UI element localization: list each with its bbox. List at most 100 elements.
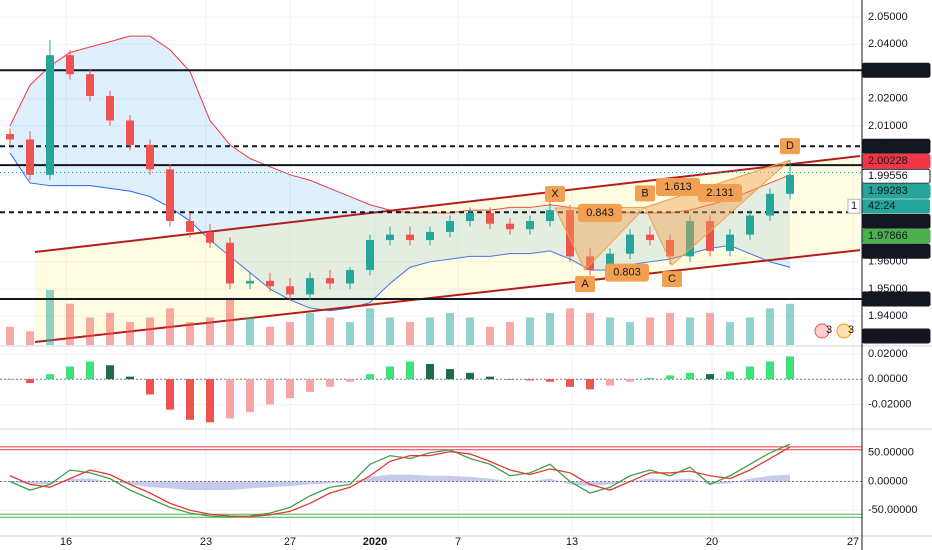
badge-box	[847, 198, 861, 214]
volume-bar	[666, 312, 674, 345]
price-tag-label: 1.99283	[868, 185, 908, 197]
pattern-leg	[644, 159, 791, 266]
event-icon	[814, 323, 830, 339]
volume-bar	[126, 322, 134, 345]
volume-bar	[286, 322, 294, 345]
candle-body	[426, 231, 434, 241]
candle-body	[686, 221, 694, 257]
ratio-label: 1.613	[664, 181, 692, 193]
macd-bar	[166, 379, 174, 410]
candle-body	[66, 55, 74, 75]
macd-bar	[526, 379, 534, 381]
candle-body	[306, 278, 314, 295]
event-icon	[836, 323, 852, 339]
volume-bar	[26, 331, 34, 345]
macd-bar	[386, 366, 394, 380]
candle-body	[206, 231, 214, 243]
oscillator-line	[9, 446, 791, 518]
candle-body	[406, 234, 414, 241]
y-tick-label: 1.94000	[868, 310, 908, 322]
channel-fill	[35, 156, 860, 343]
macd-bar	[326, 379, 334, 387]
macd-bar	[746, 366, 754, 380]
pattern-label-box	[780, 138, 800, 155]
candle-body	[586, 256, 594, 270]
pattern-label: A	[581, 278, 589, 290]
price-tag-label: 2.00251	[868, 140, 908, 152]
macd-bar	[286, 379, 294, 399]
x-tick-label: 2020	[363, 536, 387, 548]
volume-bar	[566, 308, 574, 345]
candle-body	[766, 193, 774, 216]
event-label: 3	[848, 324, 854, 336]
candle-body	[666, 240, 674, 257]
volume-bar	[86, 317, 94, 345]
volume-bar	[366, 308, 374, 345]
candle-body	[486, 212, 494, 224]
candle-body	[246, 280, 254, 284]
pattern-label: X	[551, 188, 559, 200]
candle-body	[366, 240, 374, 270]
ratio-label: 0.843	[586, 207, 614, 219]
macd-bar	[46, 374, 54, 380]
macd-bar	[406, 361, 414, 380]
candle-body	[786, 174, 794, 194]
macd-bar	[666, 375, 674, 380]
y-tick-label: 2.02000	[868, 93, 908, 105]
macd-bar	[586, 379, 594, 390]
volume-bar	[506, 322, 514, 345]
y-tick-label: 50.00000	[868, 447, 914, 459]
candle-body	[386, 234, 394, 241]
price-tag-label: 1.97825	[868, 245, 908, 257]
macd-bar	[86, 361, 94, 380]
volume-bar	[46, 290, 54, 345]
candle-body	[566, 210, 574, 257]
candle-body	[266, 280, 274, 287]
candle-body	[26, 139, 34, 175]
volume-bar	[726, 322, 734, 345]
ratio-label: 0.803	[613, 267, 641, 279]
ratio-box	[698, 184, 742, 203]
pattern-label: C	[668, 273, 676, 285]
macd-bar	[606, 379, 614, 386]
price-tag-label: 2.03045	[868, 64, 908, 76]
y-tick-label: 0.00000	[868, 373, 908, 385]
countdown-tag	[862, 199, 930, 214]
channel-line	[34, 155, 861, 254]
macd-bar	[226, 379, 234, 419]
event-label: 3	[826, 324, 832, 336]
candle-body	[86, 74, 94, 96]
macd-bar	[186, 379, 194, 420]
oscillator-area	[10, 474, 790, 491]
macd-bar	[706, 374, 714, 380]
x-tick-label: 27	[284, 536, 296, 548]
price-tag-label: 1.93270	[868, 330, 908, 342]
badge-label: 1	[851, 200, 857, 212]
volume-bar	[226, 299, 234, 345]
price-tag-label: 1.99556	[868, 170, 908, 182]
candle-body	[126, 120, 134, 145]
candle-body	[606, 253, 614, 270]
macd-bar	[366, 374, 374, 380]
macd-bar	[26, 379, 34, 383]
volume-bar	[766, 308, 774, 345]
macd-bar	[686, 372, 694, 380]
candle-body	[746, 215, 754, 235]
macd-bar	[506, 379, 514, 380]
x-tick-label: 13	[566, 536, 578, 548]
volume-bar	[246, 317, 254, 345]
macd-bar	[426, 363, 434, 380]
candle-body	[706, 221, 714, 251]
candle-body	[326, 278, 334, 284]
ratio-box	[578, 203, 622, 222]
ratio-box	[605, 263, 649, 282]
macd-bar	[766, 361, 774, 380]
volume-bar	[686, 317, 694, 345]
candle-body	[546, 210, 554, 222]
candle-body	[526, 221, 534, 230]
macd-bar	[126, 376, 134, 380]
candle-body	[6, 134, 14, 140]
x-tick-label: 16	[60, 536, 72, 548]
macd-bar	[266, 379, 274, 405]
